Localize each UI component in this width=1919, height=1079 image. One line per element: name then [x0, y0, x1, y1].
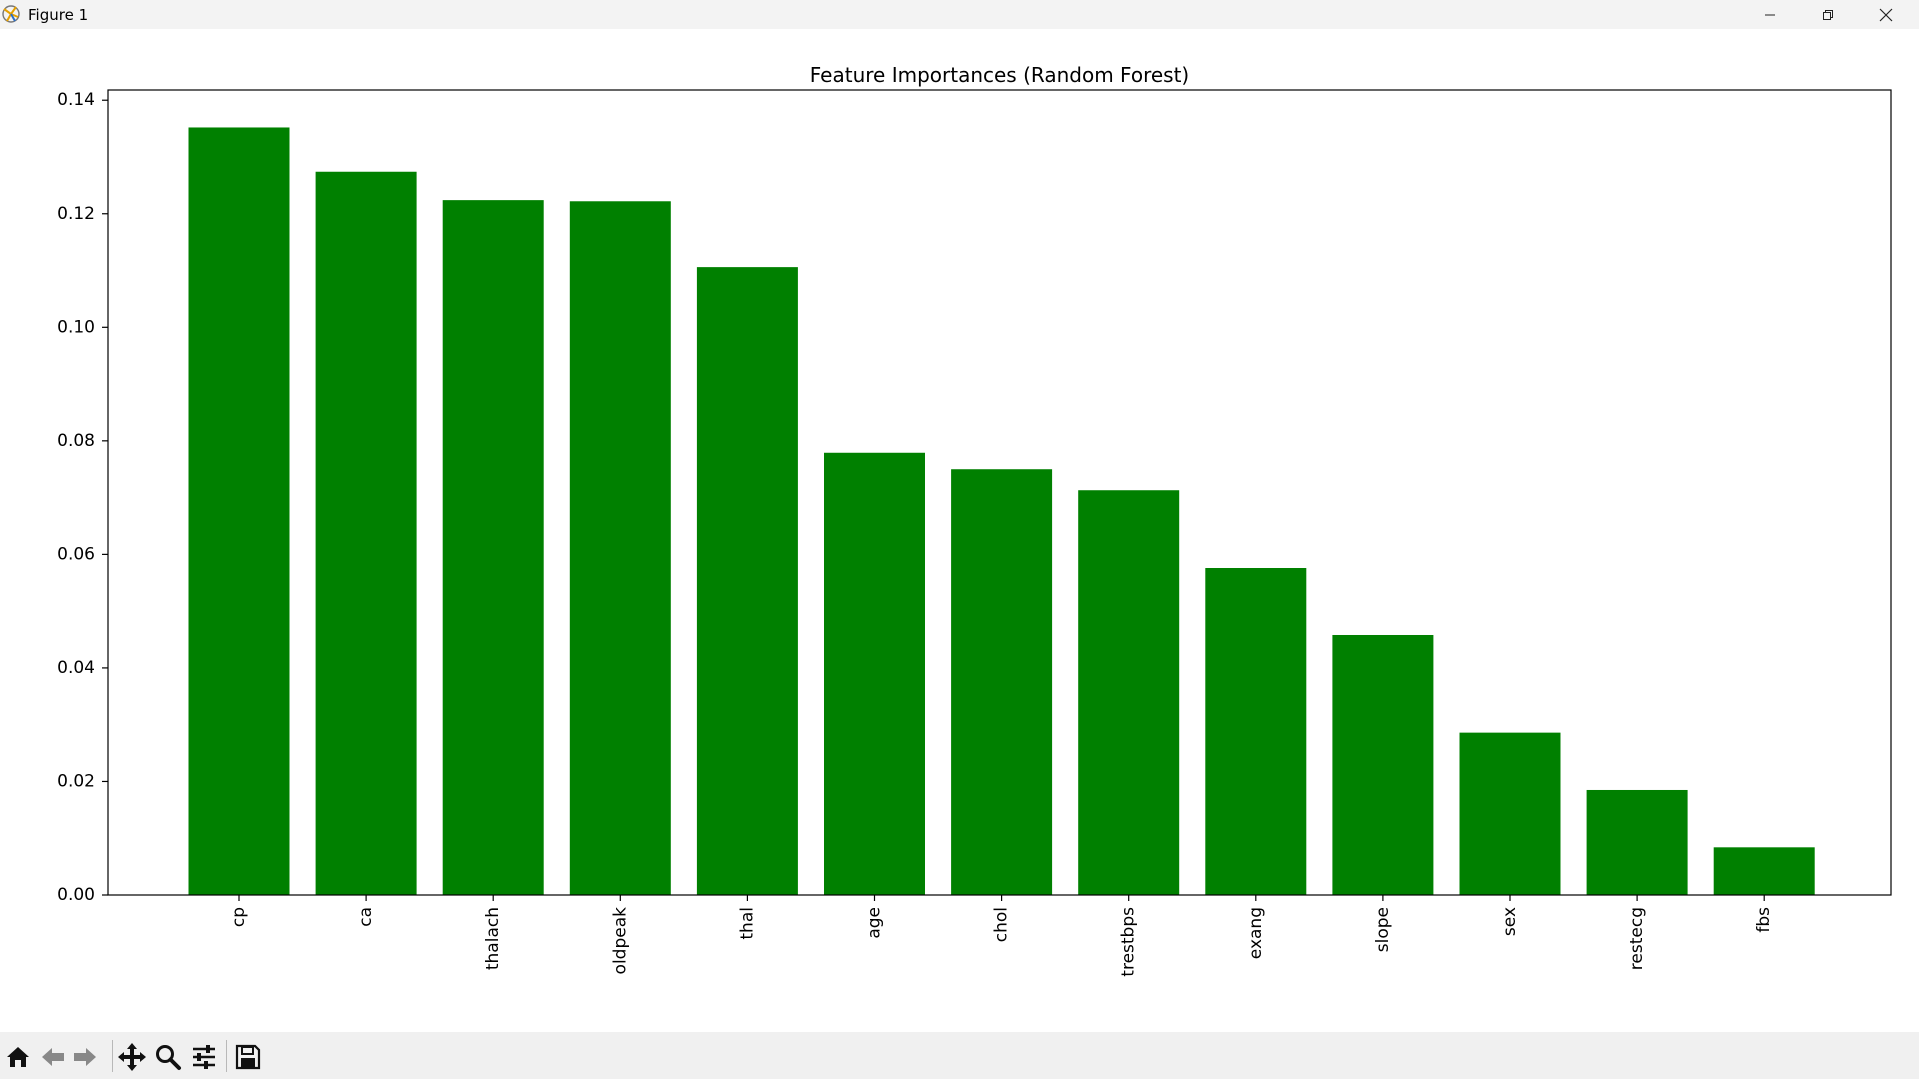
x-tick-label: oldpeak: [610, 907, 630, 975]
bar-restecg: [1586, 789, 1688, 895]
minimize-icon: [1765, 14, 1775, 15]
bar-fbs: [1713, 847, 1815, 895]
maximize-icon: [1823, 9, 1833, 20]
close-icon: [1879, 8, 1893, 21]
figure-canvas[interactable]: Feature Importances (Random Forest) cp ca t…: [0, 29, 1919, 1032]
axes-frame: [107, 89, 1892, 896]
configure-subplots-button[interactable]: [188, 1041, 220, 1073]
window-title: Figure 1: [28, 6, 89, 24]
toolbar-separator: [226, 1040, 227, 1072]
x-tick-label: exang: [1246, 907, 1266, 959]
save-button[interactable]: [232, 1041, 264, 1073]
bar-thal: [696, 267, 798, 896]
x-tick-label: chol: [992, 907, 1012, 942]
x-tick-label: restecg: [1627, 907, 1647, 970]
x-tick-label: slope: [1373, 907, 1393, 952]
y-tick-label: 0.06: [57, 544, 95, 564]
bar-ca: [315, 171, 417, 895]
y-tick-label: 0.00: [57, 885, 95, 905]
window-titlebar: Figure 1: [0, 0, 1919, 29]
y-tick-label: 0.12: [57, 204, 95, 224]
x-tick-label: ca: [356, 907, 376, 927]
bar-age: [824, 452, 925, 895]
bar-thalach: [442, 200, 544, 896]
maximize-button[interactable]: [1799, 0, 1857, 29]
y-tick-label: 0.10: [57, 317, 95, 337]
bar-trestbps: [1078, 490, 1180, 895]
home-icon: [7, 1047, 29, 1067]
bar-chol: [951, 469, 1053, 895]
x-tick-label: fbs: [1754, 907, 1774, 933]
pan-icon: [118, 1043, 146, 1071]
home-button[interactable]: [2, 1041, 34, 1073]
bar-exang: [1205, 568, 1307, 895]
bar-slope: [1332, 634, 1434, 895]
x-tick-label: thal: [737, 907, 757, 940]
x-tick-label: trestbps: [1119, 907, 1139, 977]
minimize-button[interactable]: [1741, 0, 1799, 29]
x-tick-label: cp: [229, 907, 249, 927]
y-tick-label: 0.04: [57, 658, 95, 678]
back-button[interactable]: [37, 1041, 69, 1073]
feature-importance-chart: Feature Importances (Random Forest) cp ca t…: [57, 63, 1892, 977]
y-tick-label: 0.08: [57, 431, 95, 451]
x-tick-label: sex: [1500, 907, 1520, 936]
bar-cp: [188, 127, 290, 895]
forward-arrow-icon: [74, 1048, 96, 1066]
y-tick-label: 0.14: [57, 90, 95, 110]
back-arrow-icon: [42, 1048, 64, 1066]
y-tick-label: 0.02: [57, 771, 95, 791]
bar-sex: [1459, 732, 1561, 895]
configure-subplots-icon: [193, 1045, 215, 1069]
save-icon: [235, 1044, 261, 1070]
x-tick-label: age: [865, 907, 885, 939]
app-icon: [2, 5, 20, 23]
zoom-icon: [156, 1045, 181, 1070]
x-tick-label: thalach: [483, 907, 503, 970]
chart-title: Feature Importances (Random Forest): [810, 63, 1189, 87]
bar-oldpeak: [569, 201, 671, 895]
forward-button[interactable]: [69, 1041, 101, 1073]
zoom-button[interactable]: [152, 1041, 184, 1073]
close-button[interactable]: [1857, 0, 1915, 29]
navigation-toolbar: [0, 1032, 1919, 1079]
toolbar-separator: [112, 1040, 113, 1072]
pan-button[interactable]: [116, 1041, 148, 1073]
